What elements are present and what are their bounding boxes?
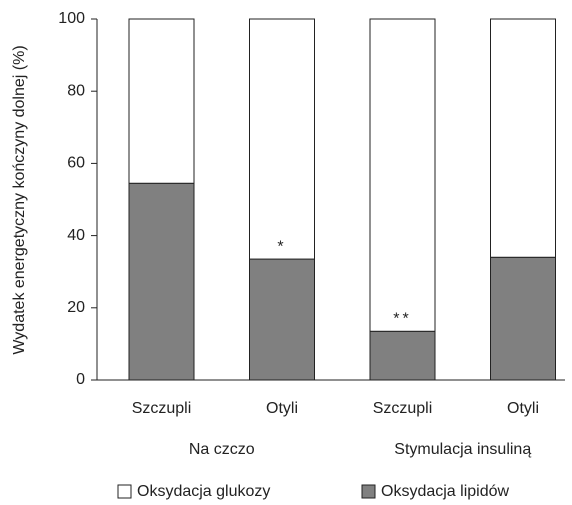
x-tick-label: Szczupli	[373, 400, 433, 417]
y-tick-label: 100	[58, 10, 85, 27]
x-tick-label: Otyli	[266, 400, 298, 417]
y-tick-label: 0	[76, 371, 85, 388]
bar-segment	[128, 182, 195, 381]
bar-segment	[128, 18, 195, 184]
legend-swatch	[117, 484, 132, 499]
bar-segment	[249, 18, 315, 260]
annotation: *	[277, 238, 286, 255]
group-label: Stymulacja insuliną	[394, 441, 531, 458]
y-tick-label: 40	[67, 227, 85, 244]
annotation: **	[393, 310, 411, 327]
bar-segment	[249, 258, 315, 381]
legend-label: Oksydacja glukozy	[137, 483, 270, 500]
legend-label: Oksydacja lipidów	[381, 483, 510, 500]
bar-segment	[490, 18, 556, 258]
y-tick-label: 20	[67, 299, 85, 316]
y-tick-label: 60	[67, 155, 85, 172]
bar-segment	[490, 256, 556, 381]
y-tick-label: 80	[67, 82, 85, 99]
x-tick-label: Szczupli	[132, 400, 192, 417]
y-axis-label: Wydatek energetyczny kończyny dolnej (%)	[11, 45, 28, 354]
bar-segment	[369, 330, 436, 381]
legend-swatch	[361, 484, 376, 499]
bar-segment	[369, 18, 436, 332]
x-tick-label: Otyli	[507, 400, 539, 417]
group-label: Na czczo	[189, 441, 255, 458]
